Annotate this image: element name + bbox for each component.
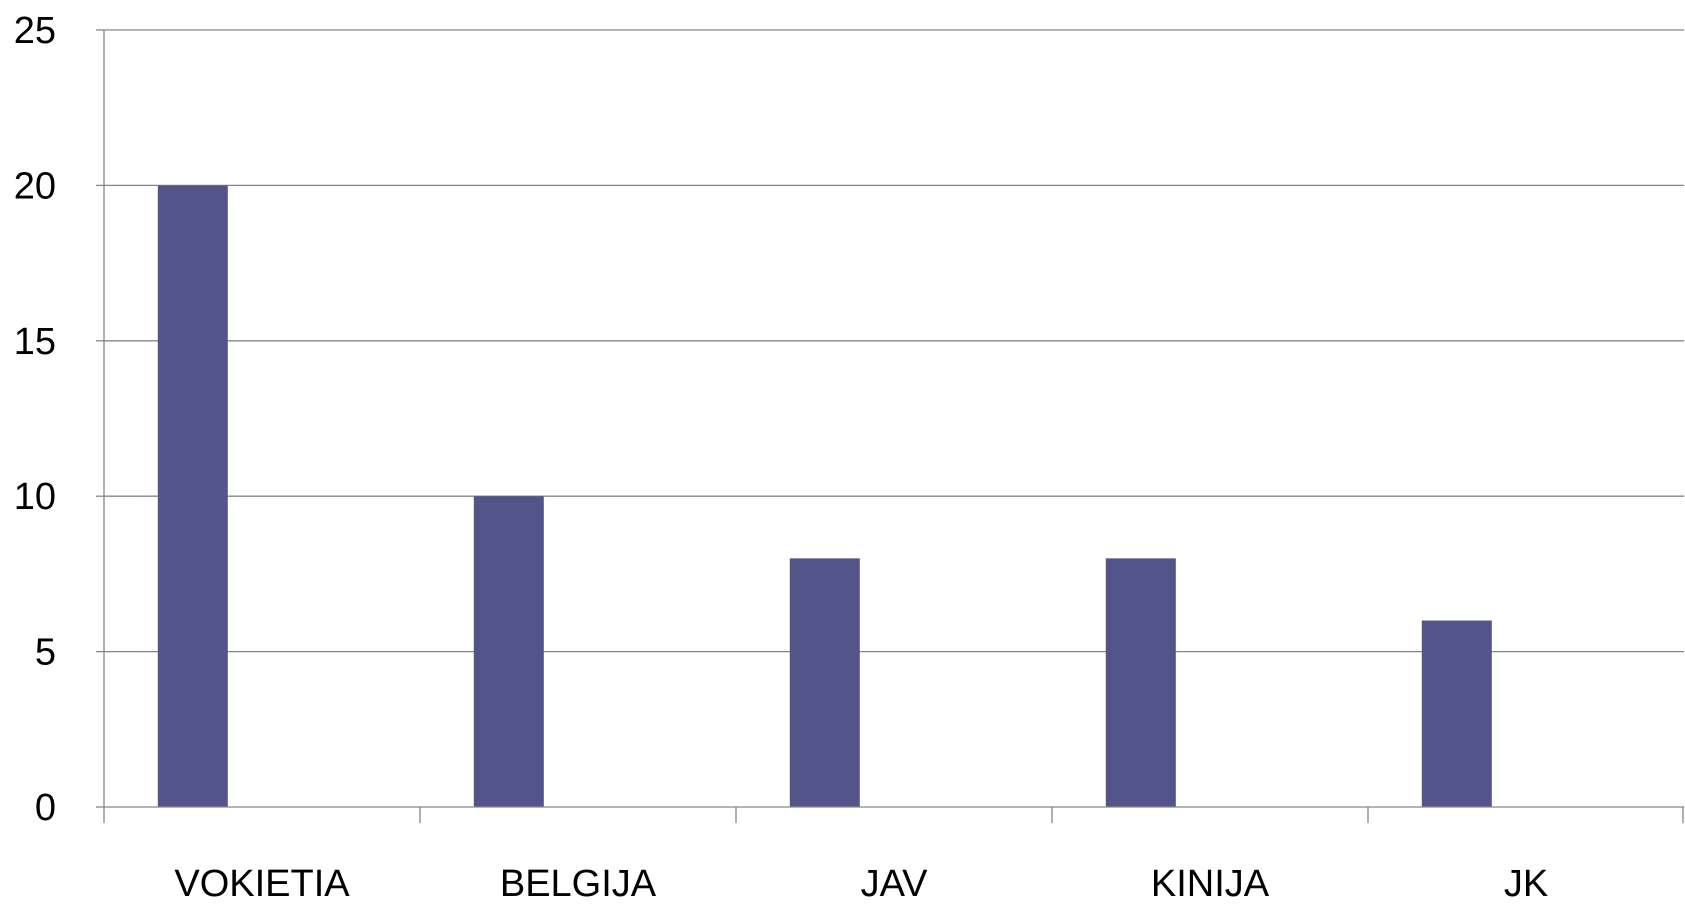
bars bbox=[157, 185, 1492, 807]
bar-vokietia bbox=[157, 185, 228, 807]
x-tick-label: JAV bbox=[861, 863, 929, 902]
bar-jk bbox=[1421, 620, 1492, 807]
x-tick-label: VOKIETIA bbox=[174, 863, 350, 902]
y-tick-label: 10 bbox=[14, 476, 56, 518]
x-tick-labels: VOKIETIA BELGIJA JAV KINIJA JK bbox=[174, 863, 1548, 905]
y-tick-label: 20 bbox=[14, 165, 56, 207]
x-tick-label: JK bbox=[1504, 863, 1548, 902]
axes bbox=[96, 29, 1684, 823]
y-tick-label: 15 bbox=[14, 321, 56, 363]
x-tick-label: BELGIJA bbox=[500, 863, 657, 902]
gridlines bbox=[104, 29, 1684, 653]
y-tick-label: 25 bbox=[14, 10, 56, 52]
y-tick-label: 0 bbox=[35, 787, 56, 829]
bar-belgija bbox=[473, 496, 544, 807]
x-tick-label: KINIJA bbox=[1151, 863, 1270, 902]
y-tick-labels: 0 5 10 15 20 25 bbox=[14, 10, 56, 829]
bar-jav bbox=[789, 558, 860, 807]
y-tick-label: 5 bbox=[35, 632, 56, 674]
bar-kinija bbox=[1105, 558, 1176, 807]
